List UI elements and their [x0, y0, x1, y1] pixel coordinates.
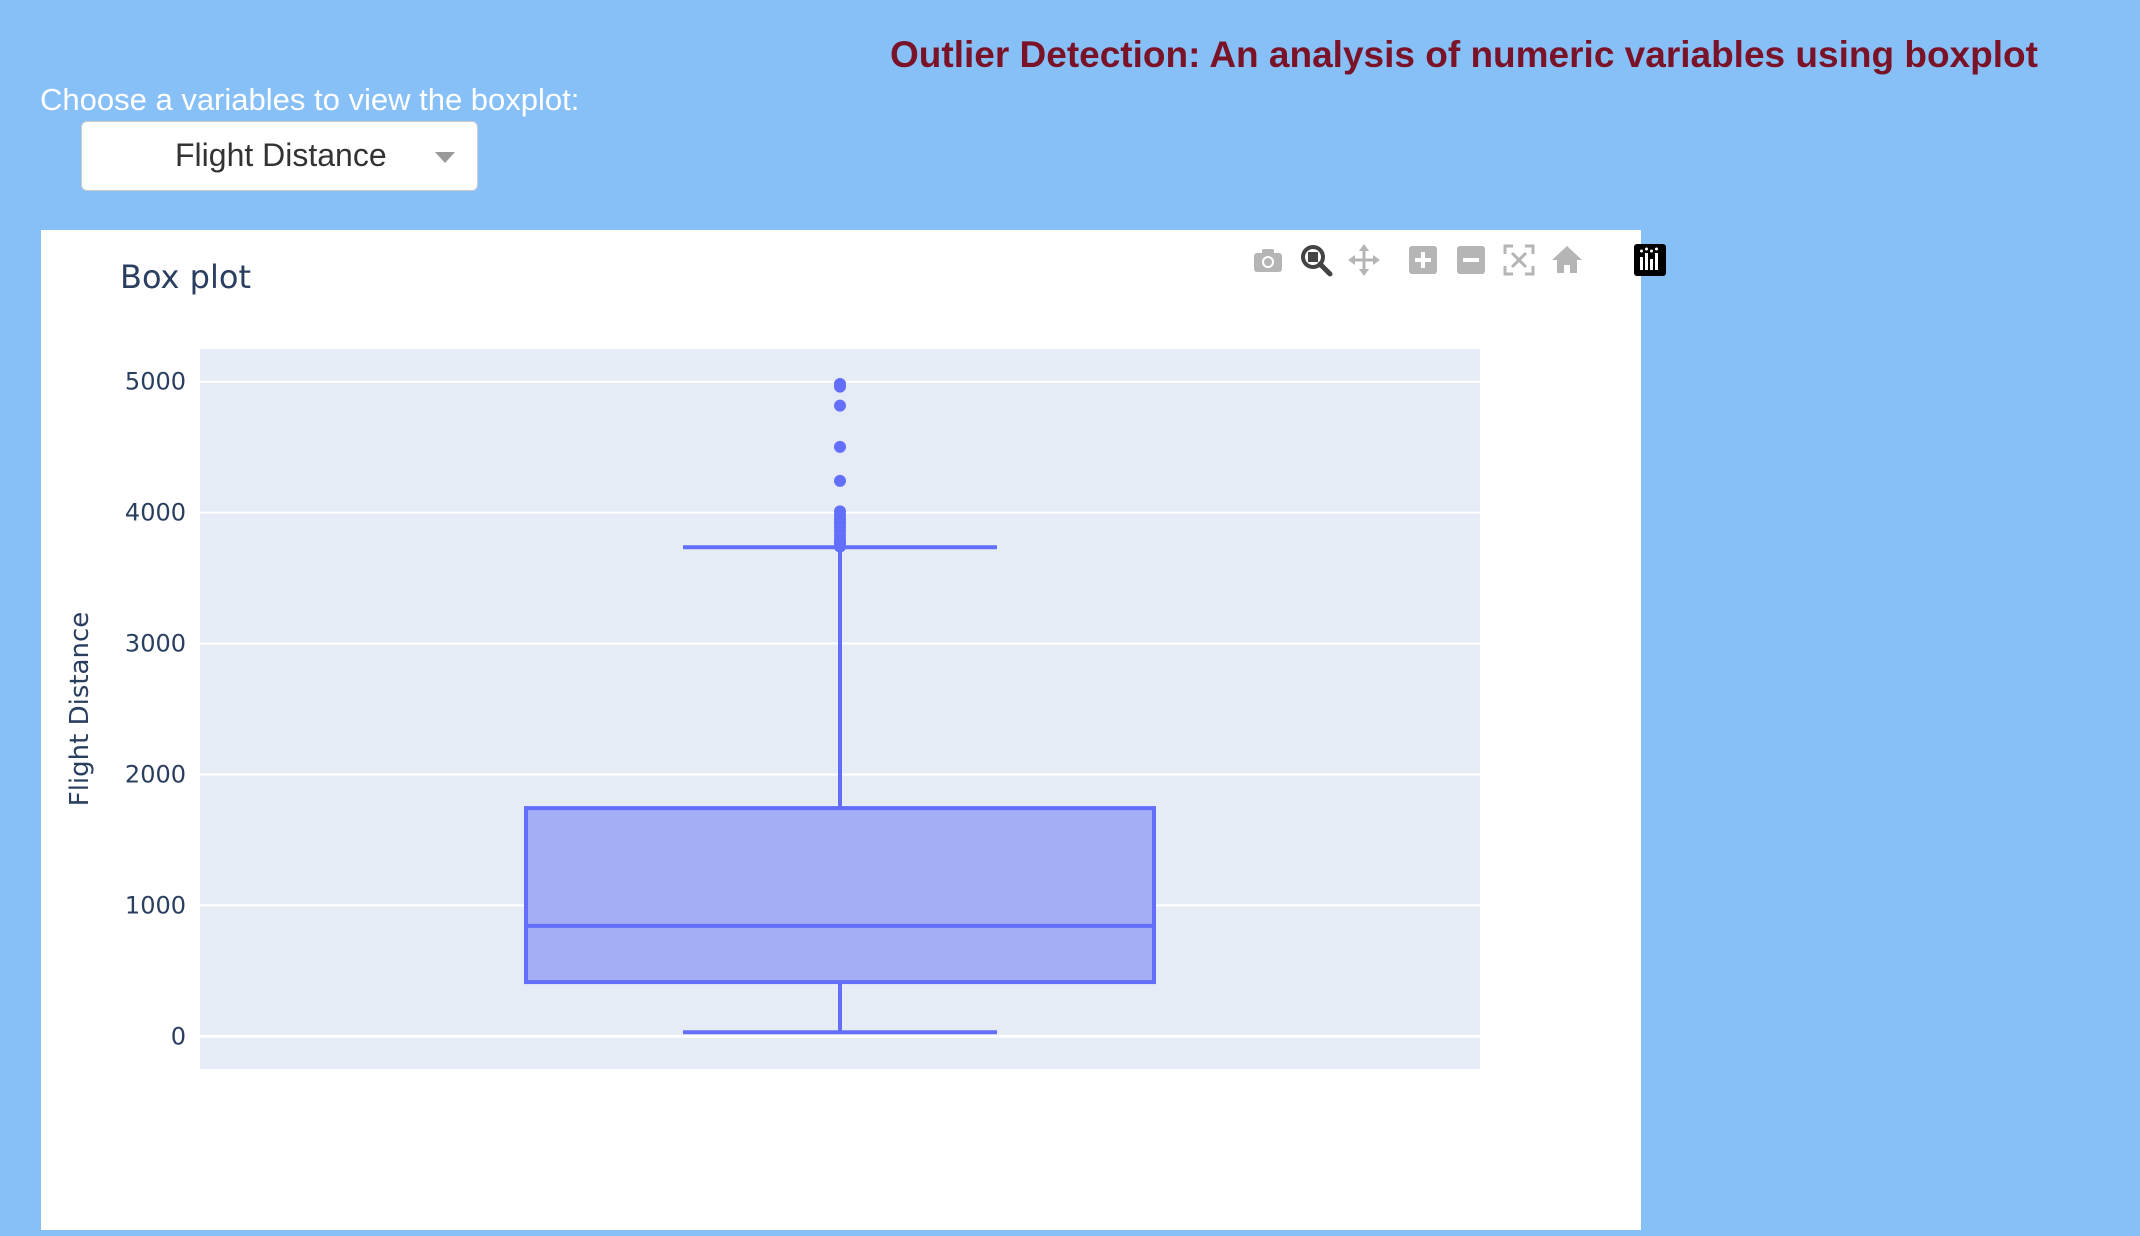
zoom-in-icon [1409, 246, 1437, 274]
y-axis-title: Flight Distance [65, 612, 95, 807]
y-tick-label: 0 [171, 1022, 186, 1050]
box-trace [524, 377, 1156, 1035]
zoom-in-button[interactable] [1401, 238, 1445, 282]
autoscale-button[interactable] [1497, 238, 1541, 282]
home-icon [1552, 246, 1582, 273]
y-tick-label: 5000 [125, 368, 186, 396]
outlier-point [834, 440, 846, 453]
plot-modebar [1246, 238, 1676, 282]
y-tick-label: 2000 [125, 760, 186, 788]
page-title: Outlier Detection: An analysis of numeri… [890, 34, 2038, 75]
y-tick-label: 3000 [125, 630, 186, 658]
autoscale-icon [1503, 244, 1535, 276]
plotly-logo-button[interactable] [1628, 238, 1672, 282]
zoom-icon [1301, 245, 1333, 277]
zoom-out-button[interactable] [1449, 238, 1493, 282]
outlier-point [834, 474, 846, 487]
variable-dropdown[interactable]: Flight Distance [81, 121, 478, 191]
zoom-button[interactable] [1294, 238, 1338, 282]
pan-icon [1348, 244, 1380, 276]
y-tick-label: 4000 [125, 499, 186, 527]
chevron-down-icon[interactable] [435, 152, 455, 163]
variable-chooser-label: Choose a variables to view the boxplot: [40, 82, 580, 117]
download-plot-button[interactable] [1246, 238, 1290, 282]
plot-card: 0 1000 2000 3000 4000 5000 Box plot Flight Di… [41, 230, 1666, 1230]
pan-button[interactable] [1342, 238, 1386, 282]
dropdown-selected-value: Flight Distance [175, 137, 387, 173]
outlier-point [834, 399, 846, 412]
camera-icon [1254, 249, 1282, 272]
reset-axes-button[interactable] [1545, 238, 1589, 282]
chart-title: Box plot [120, 258, 251, 296]
box-plot-chart[interactable]: 0 1000 2000 3000 4000 5000 Box plot Flight Di… [41, 230, 1641, 1230]
zoom-out-icon [1457, 246, 1485, 274]
outlier-point [834, 377, 846, 390]
y-tick-label: 1000 [125, 891, 186, 919]
plotly-logo-icon [1634, 244, 1666, 276]
iqr-box [524, 806, 1156, 985]
y-axis-ticks: 0 1000 2000 3000 4000 5000 [125, 368, 186, 1051]
outlier-point [834, 505, 846, 518]
